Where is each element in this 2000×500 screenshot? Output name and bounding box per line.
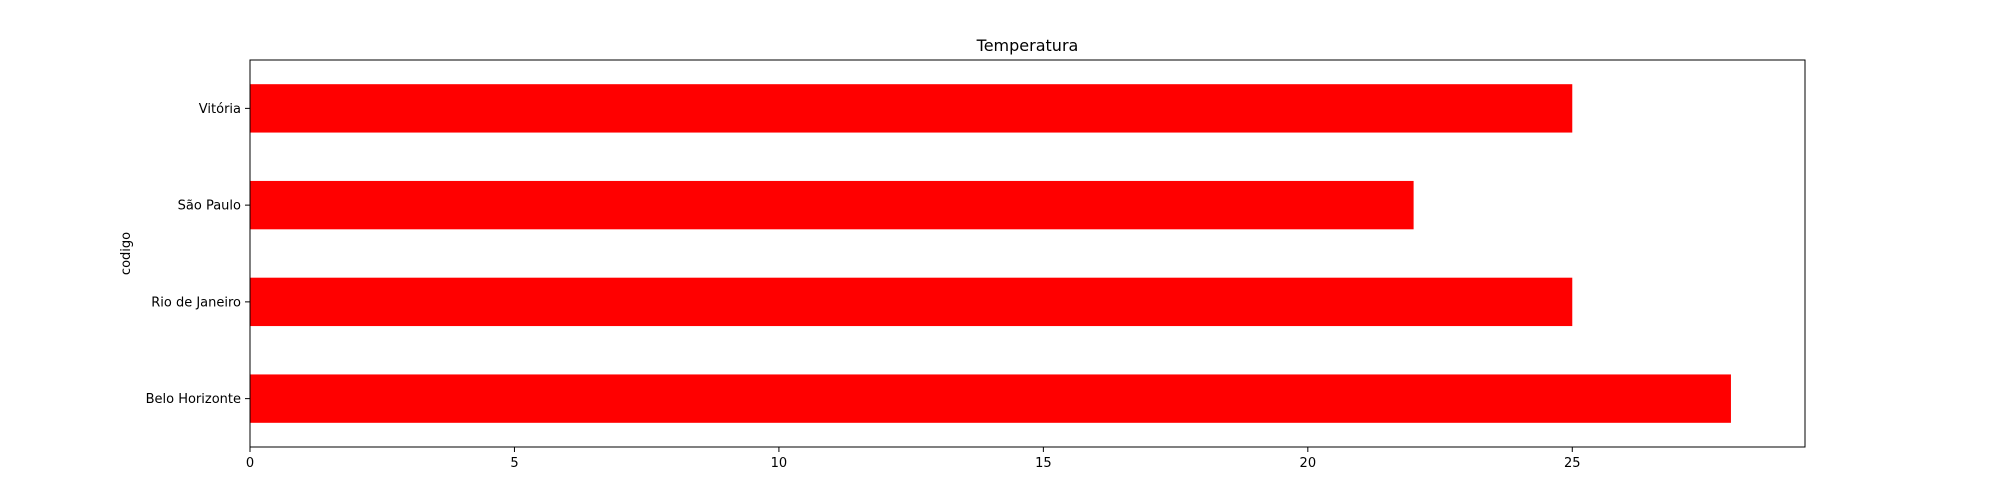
y-tick-label: Belo Horizonte xyxy=(146,392,241,407)
y-tick-label: Vitória xyxy=(199,102,241,117)
x-tick-label: 5 xyxy=(510,456,518,471)
bars-group xyxy=(250,84,1731,423)
y-axis-ticks: Belo Horizonte Rio de Janeiro São Paulo Vit… xyxy=(146,102,250,407)
plot-frame xyxy=(249,59,1806,448)
y-axis-title: codigo xyxy=(119,232,134,275)
chart-title: Temperatura xyxy=(976,36,1079,55)
bar-1 xyxy=(250,277,1573,327)
x-axis-ticks: 0 5 10 15 20 25 xyxy=(246,447,1581,471)
bar-2 xyxy=(250,180,1414,230)
y-tick-label: Rio de Janeiro xyxy=(151,295,241,310)
x-tick-label: 10 xyxy=(771,456,788,471)
x-tick-label: 20 xyxy=(1300,456,1317,471)
y-tick-label: São Paulo xyxy=(178,199,241,214)
x-tick-label: 25 xyxy=(1564,456,1581,471)
bar-0 xyxy=(250,374,1731,423)
bar-3 xyxy=(250,84,1573,133)
x-tick-label: 0 xyxy=(246,456,254,471)
x-tick-label: 15 xyxy=(1035,456,1052,471)
